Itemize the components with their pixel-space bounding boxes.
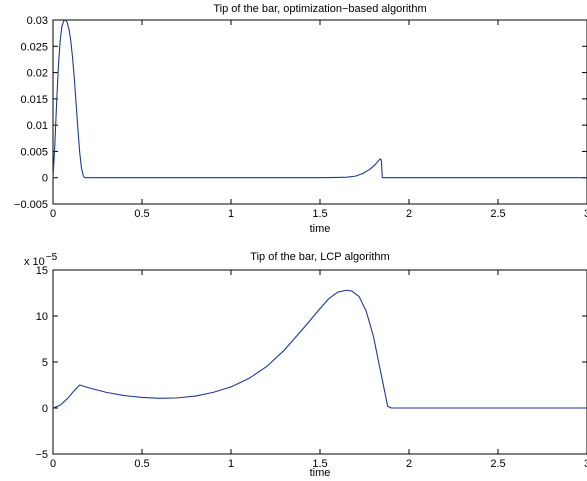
chart1-x-tick-label: 1.5 [312, 208, 327, 220]
chart2-x-tick-label: 0 [50, 458, 56, 470]
chart2-y-scale-exponent: −5 [46, 252, 58, 263]
chart1-x-tick-label: 2.5 [490, 208, 505, 220]
chart1-x-label: time [310, 223, 331, 235]
chart2-title: Tip of the bar, LCP algorithm [250, 251, 389, 263]
chart2-x-ticks: 0 0.5 1 1.5 2 2.5 3 [50, 270, 587, 470]
chart1-x-tick-label: 1 [228, 208, 234, 220]
chart2-x-tick-label: 1 [228, 458, 234, 470]
chart2-y-tick-label: 10 [36, 311, 48, 323]
chart-optimization-based: Tip of the bar, optimization−based algor… [14, 3, 587, 235]
chart2-x-tick-label: 1.5 [312, 458, 327, 470]
chart1-x-tick-label: 0 [50, 208, 56, 220]
chart2-x-tick-label: 2.5 [490, 458, 505, 470]
chart2-y-tick-label: 5 [42, 357, 48, 369]
chart2-y-ticks: −5 0 5 10 15 [35, 265, 587, 461]
chart1-y-ticks: −0.005 0 0.005 0.01 0.015 0.02 0.025 0.03 [14, 15, 587, 211]
chart1-y-tick-label: 0.03 [27, 15, 48, 27]
chart2-y-scale: x 10−5 [24, 252, 58, 268]
chart2-x-tick-label: 3 [584, 458, 587, 470]
chart2-y-tick-label: 15 [36, 265, 48, 277]
chart2-axes-box [52, 269, 587, 455]
chart1-y-tick-label: 0.005 [20, 146, 48, 158]
chart1-y-tick-label: 0.01 [27, 120, 48, 132]
chart2-x-tick-label: 2 [406, 458, 412, 470]
chart1-y-tick-label: −0.005 [14, 199, 48, 211]
chart1-x-tick-label: 2 [406, 208, 412, 220]
chart1-y-tick-label: 0.015 [20, 94, 48, 106]
chart1-y-tick-label: 0.025 [20, 41, 48, 53]
chart-lcp: Tip of the bar, LCP algorithm x 10−5 0 0.… [24, 251, 587, 479]
chart2-y-tick-label: −5 [35, 449, 48, 461]
chart1-x-ticks: 0 0.5 1 1.5 2 2.5 3 [50, 20, 587, 220]
chart2-y-tick-label: 0 [42, 403, 48, 415]
chart2-x-label: time [310, 467, 331, 479]
chart1-x-tick-label: 3 [584, 208, 587, 220]
chart1-axes-box [52, 19, 587, 205]
chart1-title: Tip of the bar, optimization−based algor… [213, 3, 426, 15]
chart1-series-line [52, 19, 587, 179]
chart1-x-tick-label: 0.5 [134, 208, 149, 220]
chart1-y-tick-label: 0 [42, 173, 48, 185]
chart2-series-line [52, 289, 587, 409]
chart2-y-scale-base: x 10 [24, 256, 45, 268]
chart2-x-tick-label: 0.5 [134, 458, 149, 470]
chart1-y-tick-label: 0.02 [27, 68, 48, 80]
